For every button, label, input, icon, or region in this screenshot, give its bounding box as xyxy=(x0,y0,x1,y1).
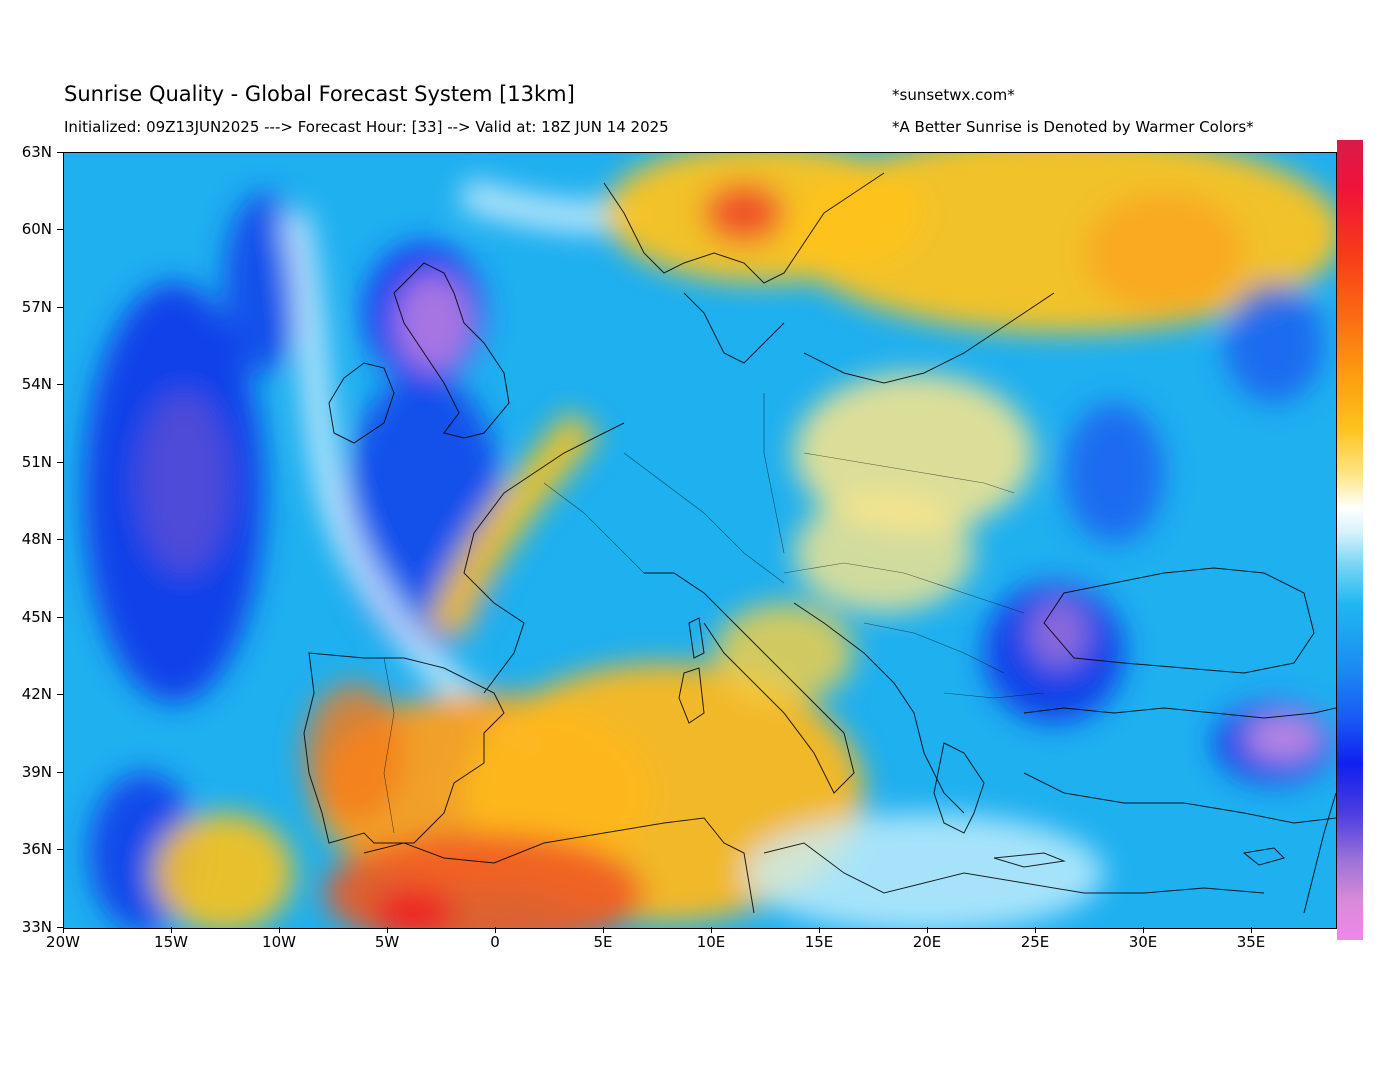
lon-tick xyxy=(495,927,496,933)
black-sea-coast xyxy=(1043,567,1315,674)
lon-tick xyxy=(171,927,172,933)
lon-tick xyxy=(1035,927,1036,933)
lat-label: 54N xyxy=(21,375,52,393)
lat-tick xyxy=(57,539,63,540)
lon-tick xyxy=(1143,927,1144,933)
lat-label: 60N xyxy=(21,220,52,238)
lat-label: 57N xyxy=(21,298,52,316)
lon-tick xyxy=(279,927,280,933)
lon-label: 10E xyxy=(696,933,726,951)
lon-tick xyxy=(1251,927,1252,933)
lon-label: 5W xyxy=(374,933,400,951)
lon-label: 15E xyxy=(804,933,834,951)
lon-label: 0 xyxy=(490,933,500,951)
lon-tick xyxy=(387,927,388,933)
lat-label: 48N xyxy=(21,530,52,548)
map-title: Sunrise Quality - Global Forecast System… xyxy=(64,82,575,106)
lat-label: 33N xyxy=(21,918,52,936)
lat-label: 63N xyxy=(21,143,52,161)
lon-label: 20W xyxy=(46,933,80,951)
lon-tick xyxy=(63,927,64,933)
lat-tick xyxy=(57,152,63,153)
lat-label: 39N xyxy=(21,763,52,781)
lat-label: 45N xyxy=(21,608,52,626)
lon-label: 20E xyxy=(912,933,942,951)
lat-label: 36N xyxy=(21,840,52,858)
lon-label: 30E xyxy=(1128,933,1158,951)
italy-coast xyxy=(644,572,855,794)
lon-label: 15W xyxy=(154,933,188,951)
lat-tick xyxy=(57,927,63,928)
lat-tick xyxy=(57,229,63,230)
coastlines xyxy=(303,172,1336,914)
color-note: *A Better Sunrise is Denoted by Warmer C… xyxy=(892,118,1254,136)
map-field xyxy=(64,153,1336,928)
lon-tick xyxy=(927,927,928,933)
site-credit: *sunsetwx.com* xyxy=(892,86,1015,104)
lat-label: 51N xyxy=(21,453,52,471)
lat-label: 42N xyxy=(21,685,52,703)
forecast-map xyxy=(63,152,1337,929)
colorbar xyxy=(1337,140,1363,940)
lon-tick xyxy=(711,927,712,933)
lat-tick xyxy=(57,617,63,618)
lat-tick xyxy=(57,694,63,695)
ireland-coast xyxy=(328,362,395,444)
forecast-info: Initialized: 09Z13JUN2025 ---> Forecast … xyxy=(64,118,669,136)
lat-tick xyxy=(57,384,63,385)
lon-label: 10W xyxy=(262,933,296,951)
lon-label: 25E xyxy=(1020,933,1050,951)
lat-tick xyxy=(57,849,63,850)
lat-tick xyxy=(57,462,63,463)
greece-coast xyxy=(933,742,985,834)
borders xyxy=(383,393,1045,834)
lon-label: 35E xyxy=(1236,933,1266,951)
lat-tick xyxy=(57,772,63,773)
lat-tick xyxy=(57,307,63,308)
lon-tick xyxy=(819,927,820,933)
iberia-coast xyxy=(303,652,505,844)
lon-tick xyxy=(603,927,604,933)
britain-coast xyxy=(393,262,510,439)
lon-label: 5E xyxy=(593,933,613,951)
